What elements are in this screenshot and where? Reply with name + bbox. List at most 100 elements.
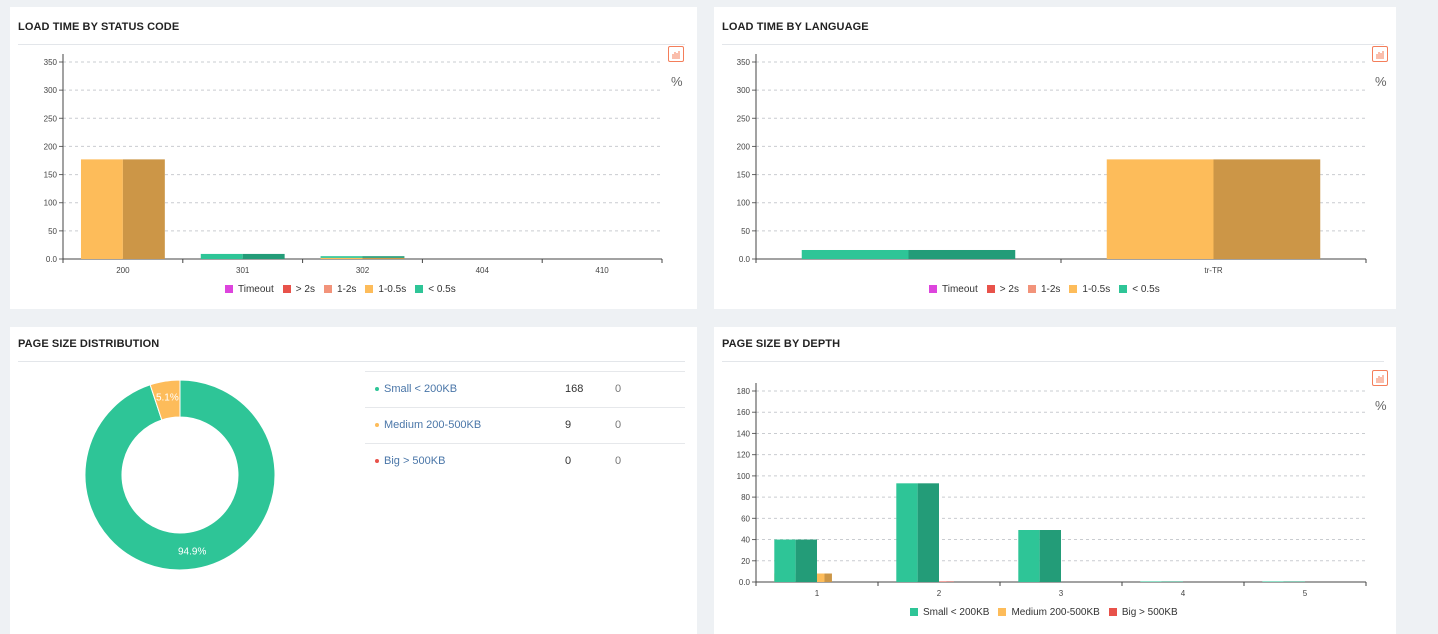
legend-label: 1-0.5s — [378, 283, 407, 295]
x-tick-label: tr-TR — [1204, 266, 1222, 275]
bar — [1140, 581, 1162, 582]
legend-label: 1-0.5s — [1082, 283, 1111, 295]
legend-dot — [375, 387, 379, 391]
legend-swatch — [365, 285, 374, 293]
size-distribution-table: Small < 200KB 168 0 Medium 200-500KB 9 0 Big >… — [365, 371, 685, 479]
chart-legend: Small < 200KB Medium 200-500KB Big > 500KB — [910, 605, 1187, 619]
y-tick-label: 100 — [737, 472, 751, 481]
size-category-link[interactable]: Big > 500KB — [384, 455, 446, 467]
legend-item[interactable]: 1-2s — [1027, 283, 1061, 295]
chart-type-icon[interactable] — [1372, 46, 1388, 62]
bar-shade — [795, 539, 817, 582]
legend-label: 1-2s — [336, 283, 357, 295]
panel-title: PAGE SIZE BY DEPTH — [722, 338, 841, 350]
legend-label: Small < 200KB — [923, 606, 990, 618]
bar-shade — [242, 253, 285, 259]
y-tick-label: 300 — [737, 86, 751, 95]
chart-type-icon[interactable] — [668, 46, 684, 62]
size-category-link[interactable]: Medium 200-500KB — [384, 419, 482, 431]
legend-label: Timeout — [942, 283, 978, 295]
legend-label: Medium 200-500KB — [1011, 606, 1100, 618]
size-category-link[interactable]: Small < 200KB — [384, 383, 458, 395]
y-tick-label: 0.0 — [46, 255, 58, 264]
language-chart: 0.0 50 100 150 200 250 300 350 tr-TR — [737, 54, 1367, 275]
legend-swatch — [1108, 608, 1117, 616]
bar — [896, 483, 918, 582]
legend-swatch — [998, 608, 1007, 616]
legend-item[interactable]: Timeout — [929, 284, 978, 295]
size-distribution-panel: PAGE SIZE DISTRIBUTION 94.9% 5.1% Small <… — [10, 327, 697, 634]
status-code-panel: LOAD TIME BY STATUS CODE % 0.0 50 100 150 20… — [10, 7, 697, 309]
legend-swatch — [986, 285, 995, 293]
bar-shade — [1213, 159, 1321, 259]
size-extra: 0 — [615, 455, 622, 467]
panel-title: PAGE SIZE DISTRIBUTION — [18, 338, 160, 350]
legend-dot — [375, 423, 379, 427]
donut-slice-label: 5.1% — [156, 393, 179, 404]
y-tick-label: 0.0 — [739, 578, 751, 587]
donut-slice — [84, 379, 276, 571]
legend-item[interactable]: Timeout — [225, 284, 274, 295]
legend-swatch — [282, 285, 291, 293]
bar — [817, 573, 825, 582]
size-distribution-donut: 94.9% 5.1% — [84, 379, 276, 571]
size-extra: 0 — [615, 383, 622, 395]
x-tick-label: 200 — [116, 266, 130, 275]
divider — [722, 361, 1384, 362]
percent-toggle[interactable]: % — [1375, 398, 1387, 413]
bar-shade — [946, 581, 954, 582]
legend-label: 1-2s — [1040, 283, 1061, 295]
panel-title: LOAD TIME BY LANGUAGE — [722, 21, 869, 33]
legend-item[interactable]: > 2s — [282, 283, 315, 295]
x-tick-label: 2 — [937, 589, 942, 598]
legend-item[interactable]: > 2s — [986, 283, 1019, 295]
legend-item[interactable]: 1-2s — [323, 283, 357, 295]
table-row: Big > 500KB 0 0 — [365, 443, 685, 479]
legend-swatch — [225, 285, 233, 293]
chart-legend: Timeout > 2s 1-2s 1-0.5s < 0.5s — [929, 282, 1169, 296]
y-tick-label: 50 — [48, 227, 57, 236]
status-code-chart: 0.0 50 100 150 200 250 300 350 200 301 302 404 410 — [44, 54, 663, 275]
percent-toggle[interactable]: % — [1375, 74, 1387, 89]
y-tick-label: 80 — [741, 493, 750, 502]
legend-item[interactable]: 1-0.5s — [365, 284, 406, 295]
legend-label: < 0.5s — [1132, 283, 1160, 295]
legend-label: Big > 500KB — [1121, 606, 1178, 618]
legend-item[interactable]: < 0.5s — [415, 284, 456, 295]
legend-label: > 2s — [999, 283, 1019, 295]
y-tick-label: 0.0 — [739, 255, 751, 264]
bar — [80, 159, 123, 259]
legend-item[interactable]: Medium 200-500KB — [998, 606, 1100, 618]
bar — [320, 257, 363, 259]
divider — [722, 44, 1384, 45]
divider — [18, 44, 685, 45]
chart-type-icon[interactable] — [1372, 370, 1388, 386]
bar — [320, 256, 363, 258]
panel-title: LOAD TIME BY STATUS CODE — [18, 21, 180, 33]
size-count: 9 — [565, 419, 572, 431]
legend-item[interactable]: < 0.5s — [1119, 284, 1160, 295]
x-tick-label: 404 — [476, 266, 490, 275]
legend-swatch — [1119, 285, 1128, 293]
y-tick-label: 150 — [44, 171, 58, 180]
table-row: Medium 200-500KB 9 0 — [365, 407, 685, 443]
legend-swatch — [1027, 285, 1036, 293]
bar — [1106, 159, 1214, 259]
depth-panel: PAGE SIZE BY DEPTH % 0.0 20 40 60 80 100 120 14… — [714, 327, 1396, 634]
table-row: Small < 200KB 168 0 — [365, 371, 685, 407]
x-tick-label: 4 — [1181, 589, 1186, 598]
percent-toggle[interactable]: % — [671, 74, 683, 89]
size-count: 0 — [565, 455, 572, 467]
x-tick-label: 5 — [1303, 589, 1308, 598]
legend-label: > 2s — [295, 283, 315, 295]
y-tick-label: 140 — [737, 429, 751, 438]
y-tick-label: 120 — [737, 451, 751, 460]
legend-item[interactable]: Big > 500KB — [1108, 606, 1178, 618]
donut-slice — [149, 379, 181, 421]
bar — [200, 253, 243, 259]
legend-item[interactable]: 1-0.5s — [1069, 284, 1110, 295]
legend-item[interactable]: Small < 200KB — [910, 607, 989, 618]
y-tick-label: 60 — [741, 514, 750, 523]
y-tick-label: 180 — [737, 387, 751, 396]
legend-swatch — [929, 285, 937, 293]
